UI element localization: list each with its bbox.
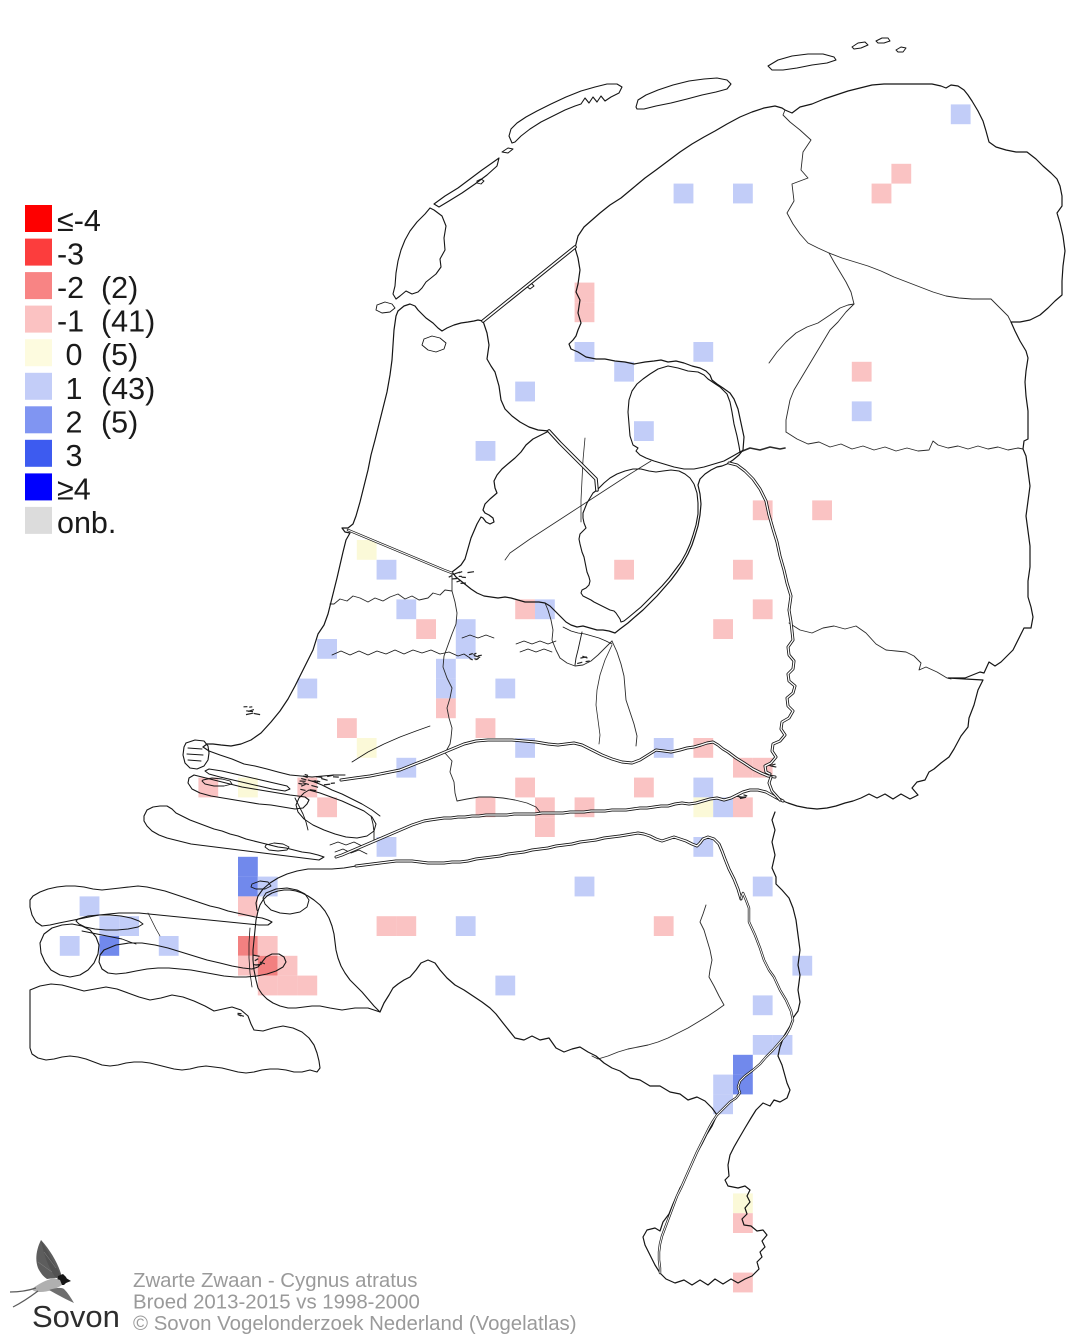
svg-text:© Sovon Vogelonderzoek Nederla: © Sovon Vogelonderzoek Nederland (Vogela… <box>133 1313 577 1335</box>
svg-text:2: 2 <box>57 405 82 439</box>
svg-text:(41): (41) <box>101 305 155 339</box>
svg-text:(5): (5) <box>101 405 138 439</box>
svg-text:0: 0 <box>57 338 82 372</box>
svg-text:(5): (5) <box>101 338 138 372</box>
svg-text:Zwarte Zwaan - Cygnus atratus: Zwarte Zwaan - Cygnus atratus <box>133 1270 417 1292</box>
svg-text:-1: -1 <box>57 305 84 339</box>
svg-text:3: 3 <box>57 439 82 473</box>
svg-text:Broed 2013-2015 vs 1998-2000: Broed 2013-2015 vs 1998-2000 <box>133 1292 420 1314</box>
svg-text:-3: -3 <box>57 238 84 272</box>
svg-text:Sovon: Sovon <box>32 1299 120 1334</box>
svg-text:1: 1 <box>57 372 82 406</box>
svg-text:(2): (2) <box>101 271 138 305</box>
svg-text:(43): (43) <box>101 372 155 406</box>
svg-text:onb.: onb. <box>57 506 116 540</box>
svg-text:≥4: ≥4 <box>57 472 91 506</box>
svg-text:≤-4: ≤-4 <box>57 204 101 238</box>
svg-text:-2: -2 <box>57 271 84 305</box>
